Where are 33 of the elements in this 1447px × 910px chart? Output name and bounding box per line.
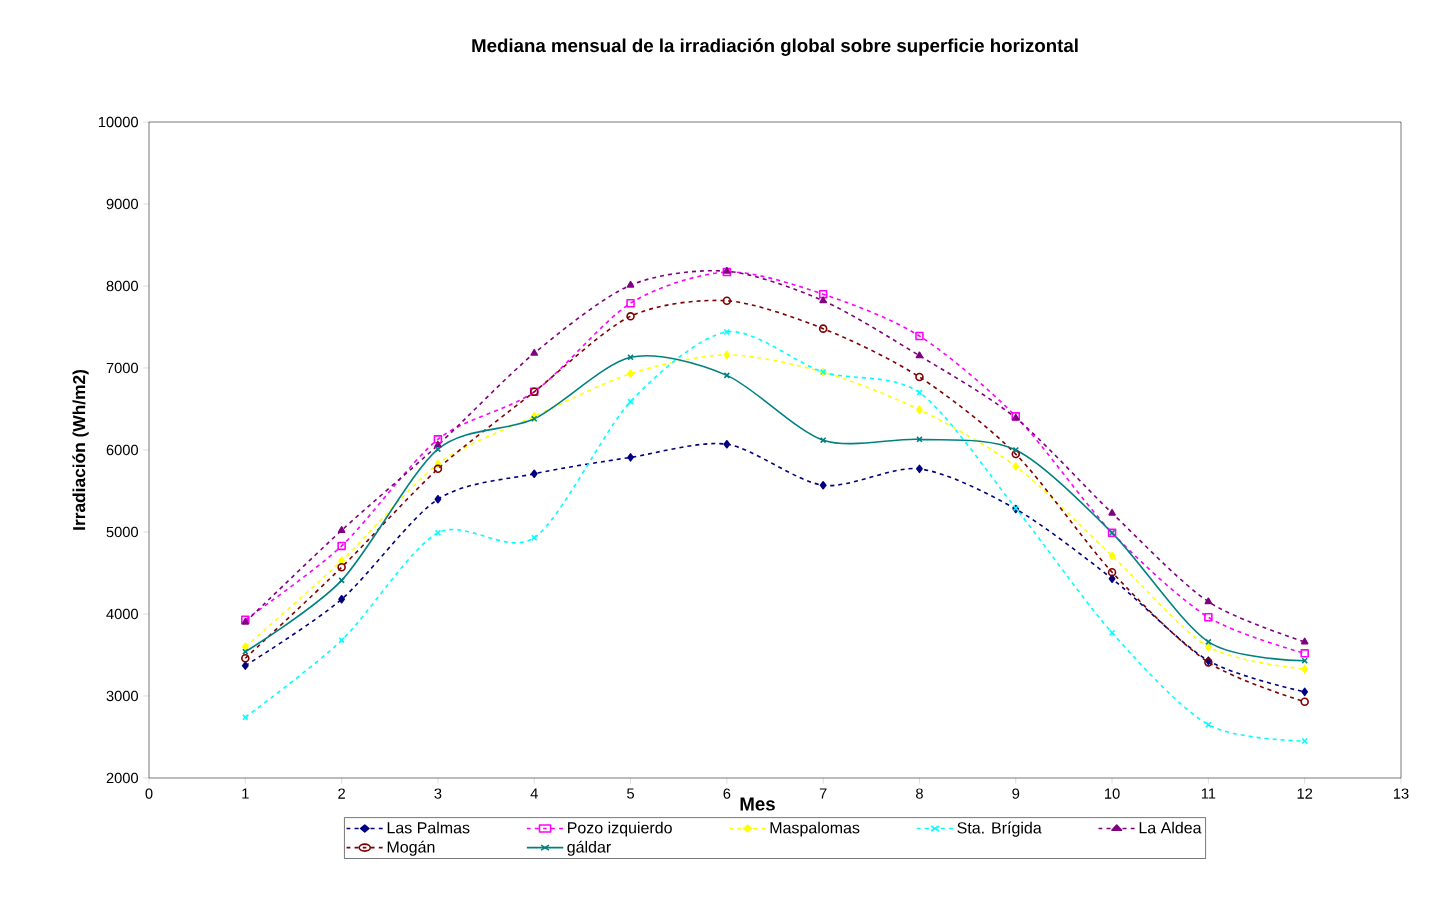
x-tick-label: 7 bbox=[819, 788, 827, 799]
legend-label: Pozo izquierdo bbox=[568, 821, 672, 837]
x-axis-title: Mes bbox=[740, 797, 775, 811]
y-tick-label: 3000 bbox=[106, 690, 139, 702]
x-tick-label: 3 bbox=[434, 788, 442, 799]
y-tick-label: 8000 bbox=[106, 280, 139, 292]
legend-label: gáldar bbox=[567, 840, 611, 856]
y-tick-label: 7000 bbox=[106, 362, 139, 374]
x-tick-label: 9 bbox=[1012, 788, 1020, 799]
y-tick-label: 9000 bbox=[106, 198, 139, 210]
legend-label: Sta. Brígida bbox=[957, 821, 1042, 837]
x-tick-label: 8 bbox=[916, 788, 923, 799]
y-axis-title: Irradiación (Wh/m2) bbox=[72, 369, 89, 530]
x-tick-label: 0 bbox=[145, 788, 153, 799]
x-tick-label: 4 bbox=[530, 788, 538, 799]
x-tick-label: 2 bbox=[338, 788, 345, 799]
y-tick-label: 6000 bbox=[106, 444, 139, 456]
x-tick-label: 5 bbox=[627, 788, 634, 799]
legend-label: Mogán bbox=[387, 840, 435, 856]
x-tick-label: 10 bbox=[1105, 788, 1120, 799]
y-tick-label: 10000 bbox=[98, 116, 139, 128]
legend-label: La Aldea bbox=[1139, 821, 1202, 834]
y-tick-label: 2000 bbox=[106, 772, 139, 784]
legend-label: Maspalomas bbox=[770, 821, 860, 837]
x-tick-label: 11 bbox=[1201, 788, 1216, 799]
x-tick-label: 1 bbox=[242, 788, 249, 799]
chart-title: Mediana mensual de la irradiación global sobre superficie horizontal bbox=[472, 38, 1078, 56]
x-tick-label: 6 bbox=[723, 788, 731, 799]
x-tick-label: 12 bbox=[1297, 788, 1313, 799]
legend-label: Las Palmas bbox=[387, 821, 470, 834]
y-tick-label: 5000 bbox=[106, 526, 139, 538]
x-tick-label: 13 bbox=[1393, 788, 1409, 799]
y-tick-label: 4000 bbox=[106, 608, 139, 620]
